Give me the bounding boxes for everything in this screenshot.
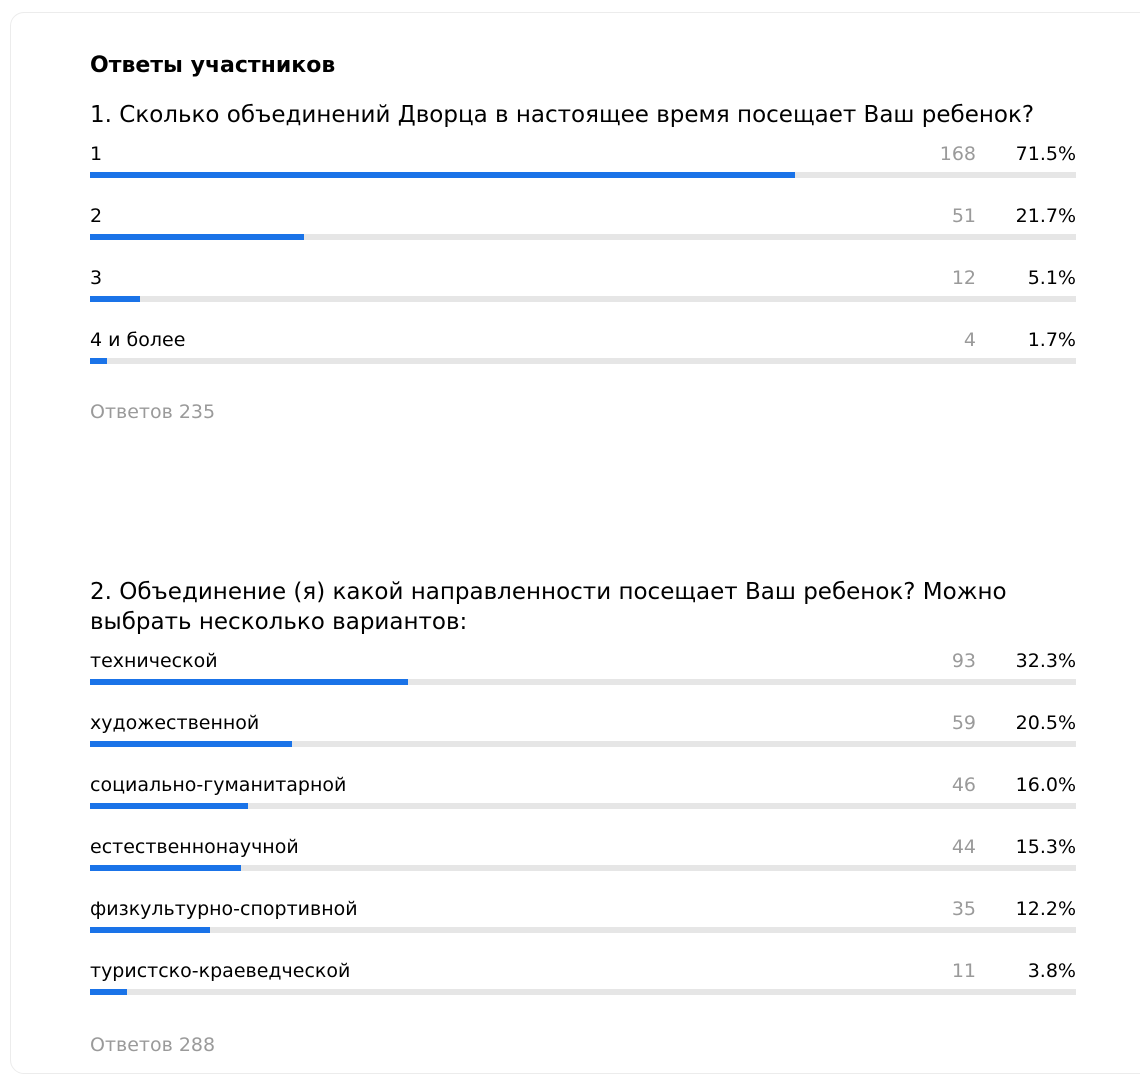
option-label: естественнонаучной [90,836,299,858]
option-percent: 32.3% [1015,650,1076,672]
option-count: 12 [951,267,976,289]
progress-track [90,927,1076,933]
option-row: технической 93 32.3% [90,647,1076,709]
section-title: Ответы участников [90,53,336,78]
option-label: технической [90,650,218,672]
option-label: физкультурно-спортивной [90,898,358,920]
option-row: 4 и более 4 1.7% [90,326,1076,388]
option-count: 168 [939,143,976,165]
answers-count: Ответов 235 [90,401,216,423]
option-count: 93 [951,650,976,672]
progress-track [90,172,1076,178]
option-count: 51 [951,205,976,227]
question-block-2: 2. Объединение (я) какой направленности … [90,577,1076,1059]
progress-fill [90,803,248,809]
option-percent: 15.3% [1015,836,1076,858]
progress-track [90,803,1076,809]
option-count: 11 [951,960,976,982]
progress-track [90,741,1076,747]
option-label: 3 [90,267,103,289]
option-row: физкультурно-спортивной 35 12.2% [90,895,1076,957]
progress-fill [90,989,128,995]
option-row: туристско-краеведческой 11 3.8% [90,957,1076,1019]
answers-count: Ответов 288 [90,1034,216,1056]
results-card [10,12,1140,1074]
option-label: 2 [90,205,103,227]
option-percent: 12.2% [1015,898,1076,920]
option-percent: 20.5% [1015,712,1076,734]
progress-fill [90,172,795,178]
option-percent: 3.8% [1027,960,1076,982]
option-row: естественнонаучной 44 15.3% [90,833,1076,895]
option-label: 1 [90,143,103,165]
option-row: художественной 59 20.5% [90,709,1076,771]
progress-track [90,296,1076,302]
option-count: 46 [951,774,976,796]
progress-track [90,865,1076,871]
option-percent: 71.5% [1015,143,1076,165]
progress-fill [90,741,293,747]
option-label: социально-гуманитарной [90,774,347,796]
question-text: 2. Объединение (я) какой направленности … [90,579,1007,635]
progress-fill [90,234,304,240]
option-percent: 16.0% [1015,774,1076,796]
progress-track [90,358,1076,364]
progress-fill [90,296,141,302]
option-row: 1 168 71.5% [90,140,1076,202]
option-count: 35 [951,898,976,920]
progress-track [90,679,1076,685]
questions-container: 1. Сколько объединений Дворца в настояще… [90,100,1076,1060]
progress-fill [90,358,107,364]
results-content: Ответы участников 1. Сколько объединений… [90,50,1076,1060]
option-row: 2 51 21.7% [90,202,1076,264]
progress-fill [90,927,211,933]
option-percent: 21.7% [1015,205,1076,227]
option-count: 44 [951,836,976,858]
option-count: 59 [951,712,976,734]
option-row: социально-гуманитарной 46 16.0% [90,771,1076,833]
option-label: туристско-краеведческой [90,960,351,982]
option-percent: 1.7% [1027,329,1076,351]
progress-fill [90,865,241,871]
progress-fill [90,679,409,685]
question-text: 1. Сколько объединений Дворца в настояще… [90,102,1035,128]
option-percent: 5.1% [1027,267,1076,289]
option-row: 3 12 5.1% [90,264,1076,326]
question-block-1: 1. Сколько объединений Дворца в настояще… [90,100,1076,426]
option-label: 4 и более [90,329,186,351]
progress-track [90,989,1076,995]
option-count: 4 [963,329,976,351]
progress-track [90,234,1076,240]
option-label: художественной [90,712,260,734]
